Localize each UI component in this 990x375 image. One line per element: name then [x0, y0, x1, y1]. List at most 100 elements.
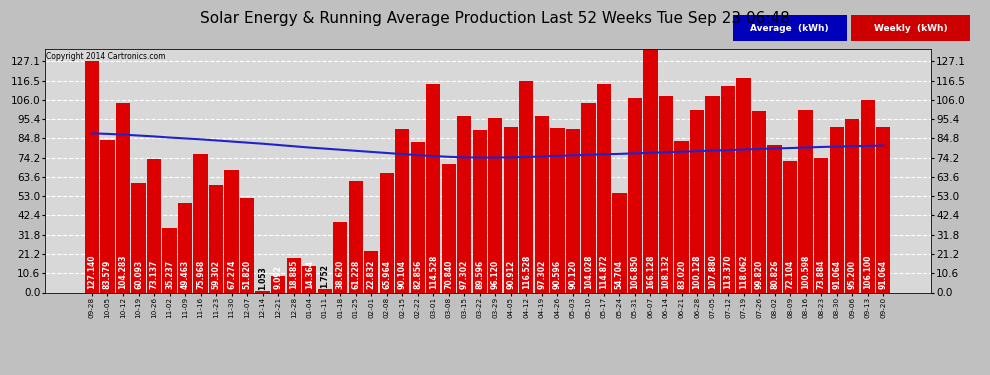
Text: 80.826: 80.826	[770, 260, 779, 289]
Text: 14.364: 14.364	[305, 260, 314, 289]
Bar	[411, 142, 425, 292]
Bar	[767, 146, 782, 292]
Text: 99.820: 99.820	[754, 260, 763, 289]
Text: 90.120: 90.120	[568, 260, 577, 289]
Bar	[333, 222, 347, 292]
Text: 113.370: 113.370	[724, 254, 733, 289]
Bar	[395, 129, 410, 292]
Bar	[644, 0, 657, 292]
Text: 38.620: 38.620	[336, 260, 345, 289]
Text: 104.028: 104.028	[584, 254, 593, 289]
Text: 114.528: 114.528	[429, 255, 438, 289]
Text: 51.820: 51.820	[243, 260, 251, 289]
Text: 97.302: 97.302	[459, 260, 469, 289]
Text: 70.840: 70.840	[445, 260, 453, 289]
Bar	[830, 127, 843, 292]
Bar	[488, 118, 503, 292]
Text: Solar Energy & Running Average Production Last 52 Weeks Tue Sep 23 06:48: Solar Energy & Running Average Productio…	[200, 11, 790, 26]
Bar	[565, 129, 580, 292]
Bar	[364, 251, 378, 292]
Text: 127.140: 127.140	[87, 254, 96, 289]
Bar	[442, 164, 456, 292]
Text: 61.228: 61.228	[351, 260, 360, 289]
Text: 107.880: 107.880	[708, 254, 717, 289]
Bar	[860, 99, 875, 292]
Text: 73.137: 73.137	[149, 260, 158, 289]
Text: 106.100: 106.100	[863, 255, 872, 289]
Text: 82.856: 82.856	[413, 260, 423, 289]
Text: 83.020: 83.020	[677, 260, 686, 289]
Bar	[132, 183, 146, 292]
Bar	[209, 184, 223, 292]
Bar	[318, 290, 332, 292]
Text: 100.128: 100.128	[693, 254, 702, 289]
Bar	[225, 170, 239, 292]
Text: 108.132: 108.132	[661, 254, 670, 289]
Bar	[581, 103, 596, 292]
Bar	[737, 78, 750, 292]
Bar	[271, 276, 285, 292]
Text: 22.832: 22.832	[366, 260, 376, 289]
Text: 67.274: 67.274	[227, 260, 236, 289]
Text: 9.092: 9.092	[273, 265, 282, 289]
Bar	[472, 129, 487, 292]
Bar	[379, 172, 394, 292]
Bar	[752, 111, 766, 292]
Bar	[426, 84, 441, 292]
Bar	[240, 198, 254, 292]
Bar	[721, 86, 736, 292]
Text: 90.104: 90.104	[398, 260, 407, 289]
Bar	[504, 127, 518, 292]
Text: 1.053: 1.053	[258, 266, 267, 290]
Text: 1.752: 1.752	[320, 264, 330, 288]
Bar	[116, 103, 130, 292]
Bar	[597, 84, 611, 292]
Text: 59.302: 59.302	[212, 260, 221, 289]
Text: 91.064: 91.064	[879, 260, 888, 289]
Text: 104.283: 104.283	[119, 254, 128, 289]
Text: 166.128: 166.128	[645, 254, 655, 289]
Text: 73.884: 73.884	[817, 260, 826, 289]
Text: 118.062: 118.062	[740, 254, 748, 289]
Bar	[457, 116, 471, 292]
Text: 116.528: 116.528	[522, 255, 531, 289]
Text: Copyright 2014 Cartronics.com: Copyright 2014 Cartronics.com	[47, 53, 165, 62]
Bar	[302, 266, 316, 292]
FancyBboxPatch shape	[733, 15, 846, 41]
Text: 90.596: 90.596	[552, 260, 562, 289]
Text: 95.200: 95.200	[847, 260, 856, 289]
Text: 91.064: 91.064	[833, 260, 841, 289]
FancyBboxPatch shape	[851, 15, 970, 41]
Bar	[178, 202, 192, 292]
Text: 97.302: 97.302	[538, 260, 546, 289]
Bar	[85, 61, 99, 292]
Bar	[845, 119, 859, 292]
Bar	[706, 96, 720, 292]
Bar	[519, 81, 534, 292]
Text: 90.912: 90.912	[506, 260, 516, 289]
Text: Weekly  (kWh): Weekly (kWh)	[874, 24, 947, 33]
Bar	[612, 193, 627, 292]
Text: 100.598: 100.598	[801, 255, 810, 289]
Bar	[783, 161, 797, 292]
Bar	[255, 291, 269, 292]
Text: 83.579: 83.579	[103, 260, 112, 289]
Text: 96.120: 96.120	[491, 260, 500, 289]
Bar	[348, 181, 363, 292]
Text: 106.850: 106.850	[631, 255, 640, 289]
Text: 18.885: 18.885	[289, 260, 298, 289]
Bar	[193, 154, 208, 292]
Text: 54.704: 54.704	[615, 260, 624, 289]
Text: 72.104: 72.104	[786, 260, 795, 289]
Text: 35.237: 35.237	[165, 260, 174, 289]
Text: 89.596: 89.596	[475, 260, 484, 289]
Bar	[550, 128, 564, 292]
Bar	[876, 127, 890, 292]
Bar	[799, 110, 813, 292]
Bar	[690, 110, 704, 292]
Bar	[535, 116, 549, 292]
Bar	[147, 159, 161, 292]
Text: 65.964: 65.964	[382, 260, 391, 289]
Text: 114.872: 114.872	[599, 254, 609, 289]
Text: Average  (kWh): Average (kWh)	[750, 24, 829, 33]
